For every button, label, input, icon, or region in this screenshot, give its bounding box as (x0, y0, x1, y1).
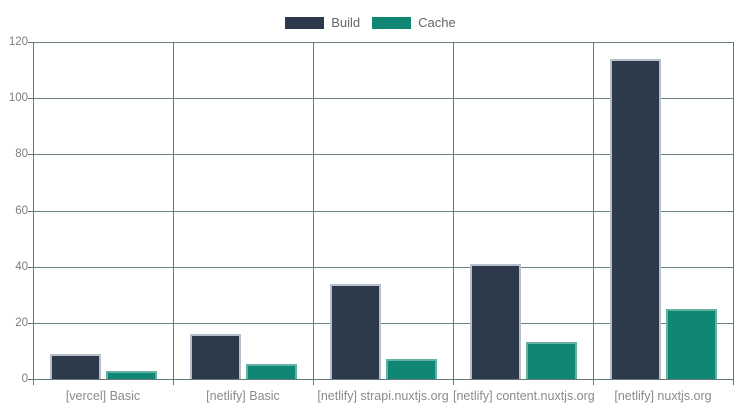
x-axis-tick (313, 379, 314, 385)
category-separator (313, 42, 314, 379)
bar-build[interactable] (190, 334, 241, 379)
y-axis-tick (28, 154, 33, 156)
gridline-horizontal (33, 98, 734, 100)
category-label: [netlify] strapi.nuxtjs.org (317, 389, 449, 403)
x-axis-tick (733, 379, 734, 385)
x-axis-line (33, 379, 734, 380)
x-axis-tick (593, 379, 594, 385)
bar-cache[interactable] (666, 309, 717, 379)
bar-build[interactable] (470, 264, 521, 379)
category-label: [vercel] Basic (65, 389, 141, 403)
legend-item-cache[interactable]: Cache (372, 15, 456, 30)
category-separator (453, 42, 454, 379)
gridline-horizontal (33, 42, 734, 43)
chart-legend: Build Cache (0, 15, 741, 30)
bar-cache[interactable] (106, 371, 157, 379)
plot-right-border (733, 42, 734, 379)
bar-cache[interactable] (386, 359, 437, 379)
bar-build[interactable] (330, 284, 381, 379)
y-axis-tick (28, 266, 33, 268)
y-tick-label: 40 (15, 260, 28, 273)
y-tick-label: 20 (15, 316, 28, 329)
gridline-horizontal (33, 322, 734, 324)
category-label: [netlify] Basic (206, 389, 280, 403)
x-axis-tick (173, 379, 174, 385)
category-separator (173, 42, 174, 379)
y-axis-tick (28, 322, 33, 324)
y-tick-label: 120 (8, 36, 28, 48)
gridline-horizontal (33, 210, 734, 212)
y-axis-tick (28, 379, 33, 380)
legend-item-build[interactable]: Build (285, 15, 360, 30)
gridline-horizontal (33, 266, 734, 268)
legend-label-cache: Cache (418, 15, 456, 30)
build-swatch-icon (285, 16, 325, 29)
cache-swatch-icon (372, 16, 412, 29)
legend-label-build: Build (331, 15, 361, 30)
y-tick-label: 60 (15, 204, 28, 217)
y-axis-tick (28, 210, 33, 212)
y-axis-tick (28, 98, 33, 100)
bar-build[interactable] (50, 354, 101, 379)
category-label: [netlify] content.nuxtjs.org (453, 389, 595, 403)
gridline-horizontal (33, 154, 734, 156)
y-tick-label: 100 (8, 92, 28, 105)
bar-build[interactable] (610, 59, 661, 379)
x-axis-tick (33, 379, 34, 385)
y-axis-tick (28, 42, 33, 43)
bar-cache[interactable] (246, 364, 297, 379)
y-tick-label: 80 (15, 148, 28, 161)
category-separator (593, 42, 594, 379)
y-axis-line (33, 42, 34, 379)
bar-cache[interactable] (526, 342, 577, 379)
category-label: [netlify] nuxtjs.org (614, 389, 712, 403)
x-axis-tick (453, 379, 454, 385)
y-tick-label: 0 (21, 373, 28, 385)
